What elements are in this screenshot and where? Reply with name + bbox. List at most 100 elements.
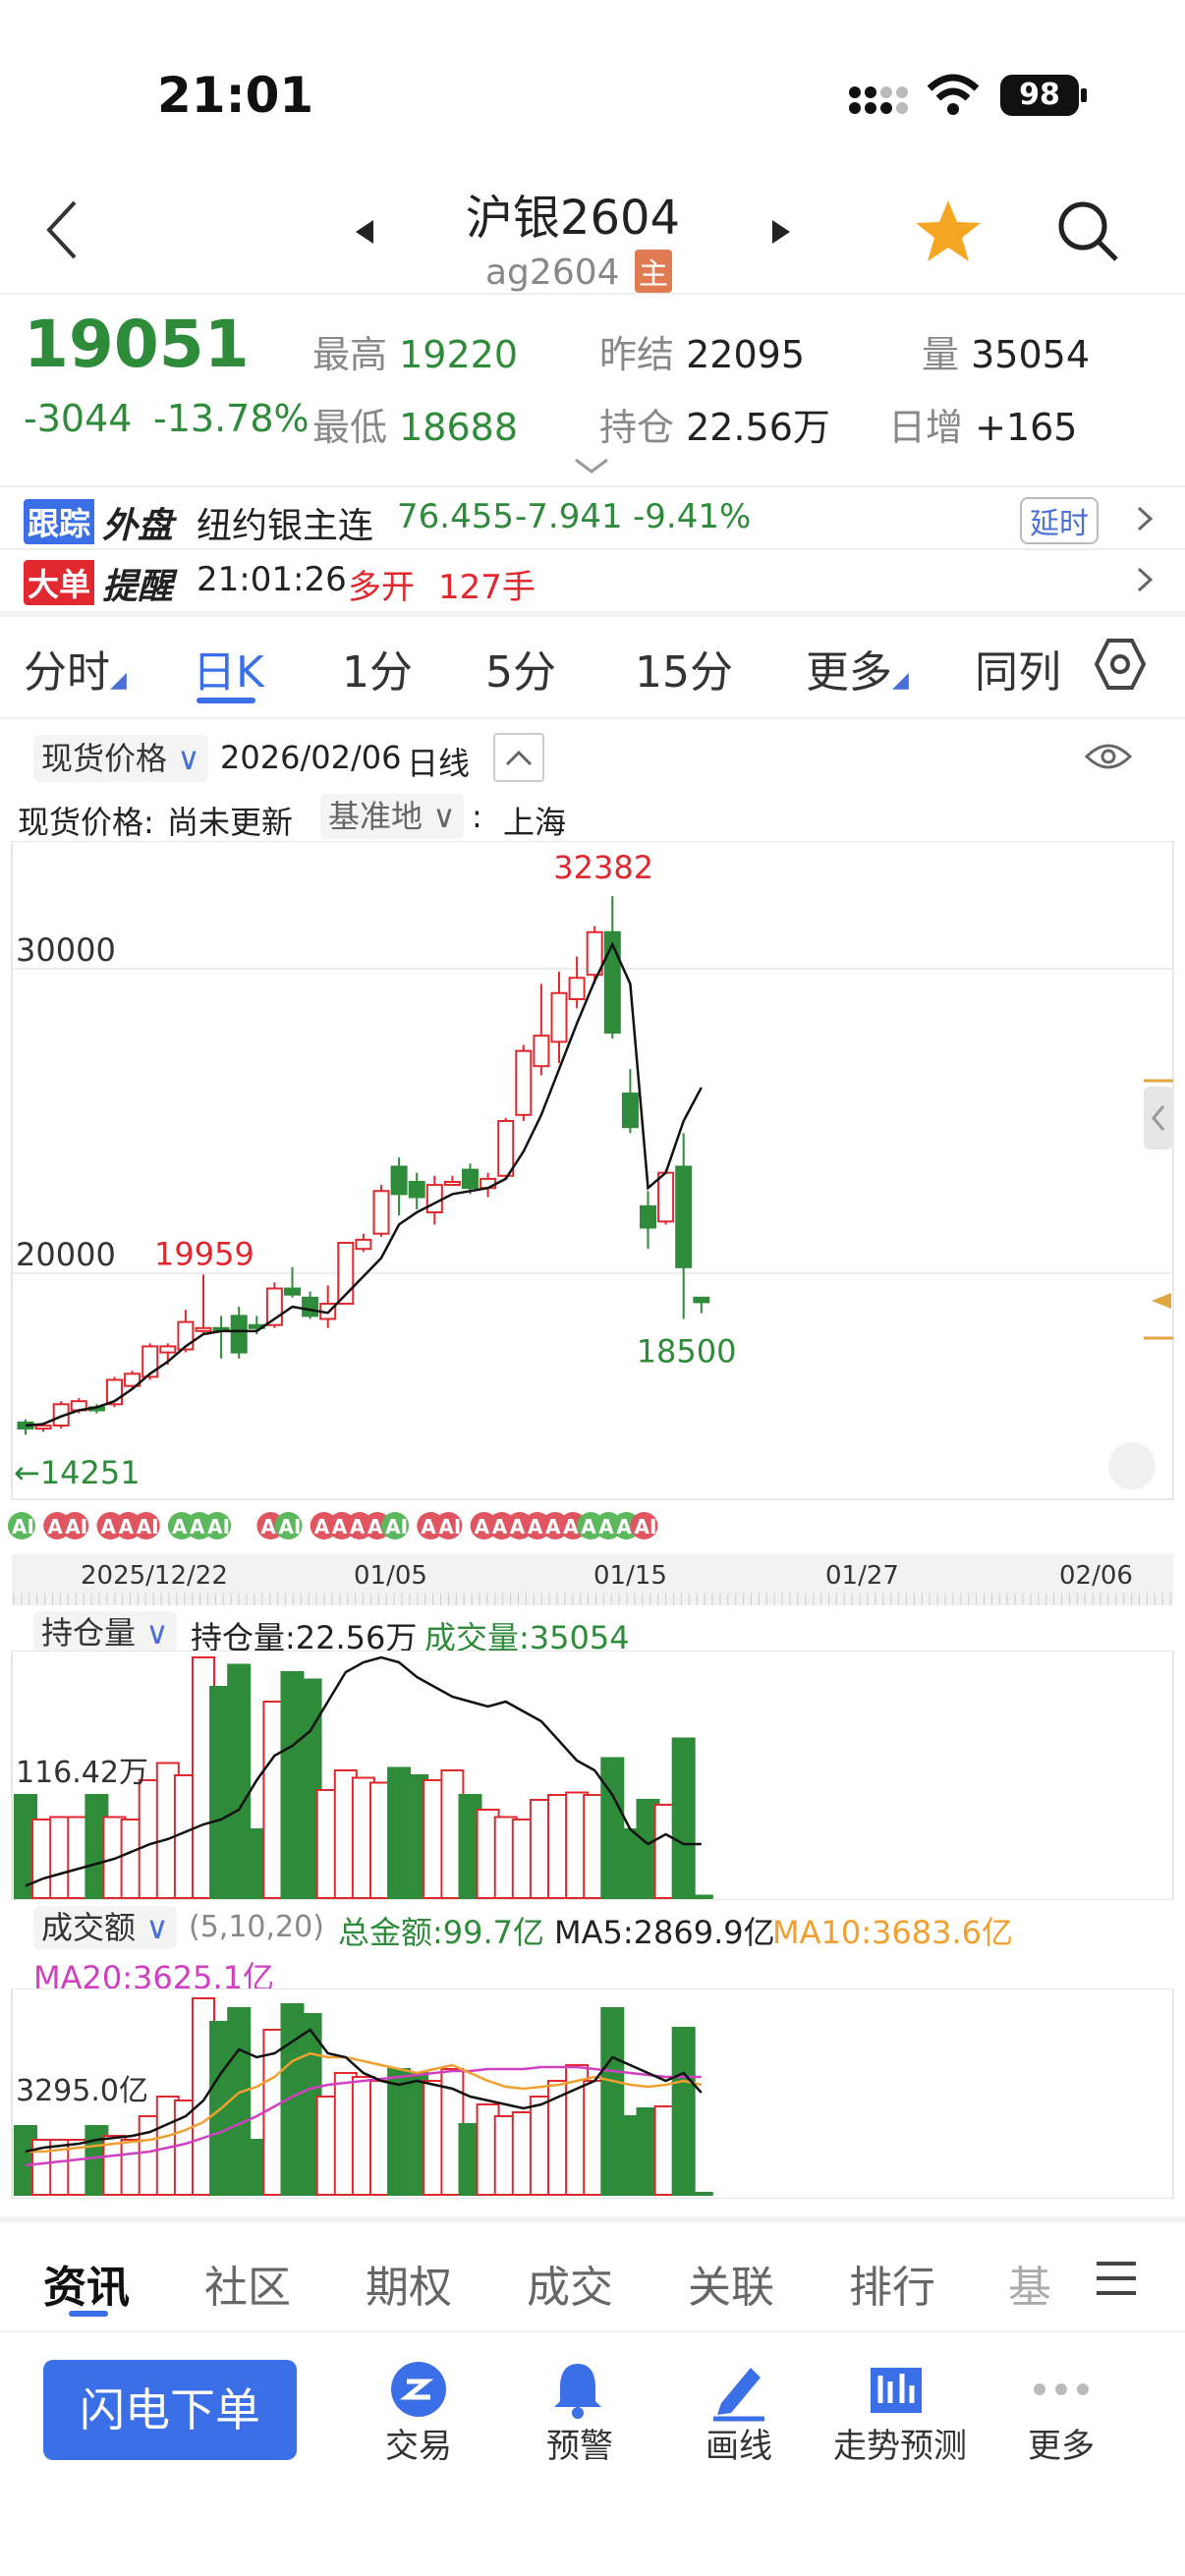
last-price: 19051	[24, 307, 250, 382]
toolbar-draw-label[interactable]: 画线	[705, 2427, 772, 2466]
oi-volume-chart[interactable]: 116.42万	[0, 1651, 1185, 1900]
ai-badge	[274, 1512, 303, 1540]
ai-badge-text: AI	[12, 1515, 34, 1539]
reminder-badge: 提醒	[102, 567, 174, 607]
tab-trades[interactable]: 成交	[527, 2263, 613, 2313]
status-bar: 21:01 98	[0, 0, 1185, 187]
search-icon[interactable]	[1055, 198, 1120, 263]
x-axis-band	[12, 1554, 1173, 1605]
low-stat: 最低 18688	[312, 406, 518, 449]
ai-badge-text: AI	[137, 1515, 159, 1539]
candle-body	[568, 977, 586, 1001]
x-tick-label: 02/06	[1059, 1561, 1133, 1591]
x-tick-label: 01/05	[354, 1561, 427, 1591]
tab-related[interactable]: 关联	[688, 2263, 774, 2313]
pen-icon[interactable]	[707, 2358, 776, 2427]
chart-date: 2026/02/06	[220, 739, 402, 776]
fullscreen-icon	[1108, 1442, 1156, 1489]
ai-badge	[132, 1512, 160, 1540]
foreign-badge: 外盘	[102, 506, 174, 546]
toolbar-alert-label[interactable]: 预警	[546, 2427, 613, 2466]
turnover-selector[interactable]: 成交额 ∨	[33, 1906, 177, 1949]
forecast-icon[interactable]	[865, 2358, 933, 2427]
trade-icon[interactable]	[387, 2358, 456, 2427]
price-marker	[1144, 1079, 1173, 1340]
ma-line	[25, 941, 703, 1428]
follow-price: 76.455	[397, 497, 514, 536]
tab-ranking[interactable]: 排行	[849, 2263, 935, 2313]
tab-timeshare[interactable]: 分时◢	[24, 647, 127, 698]
candle-body	[443, 1181, 461, 1186]
toolbar-forecast-label[interactable]: 走势预测	[833, 2427, 967, 2466]
chevron-left-icon	[1152, 1105, 1165, 1131]
spot-price-value: 尚未更新	[167, 804, 294, 841]
eye-icon[interactable]	[1085, 739, 1132, 774]
candle-body	[657, 1171, 675, 1223]
candle-body	[141, 1345, 159, 1378]
settings-hex-icon[interactable]	[1093, 637, 1148, 692]
start-low-label: ←14251	[14, 1454, 141, 1491]
tab-1min[interactable]: 1分	[342, 647, 413, 698]
tab-5min[interactable]: 5分	[485, 647, 556, 698]
bell-icon[interactable]	[546, 2358, 615, 2427]
y-tick-label: 30000	[16, 931, 116, 969]
star-icon[interactable]	[914, 198, 983, 263]
follow-badge: 跟踪	[24, 499, 95, 544]
toolbar-more-label[interactable]: 更多	[1028, 2427, 1095, 2466]
ai-badge-text: AI	[65, 1515, 87, 1539]
tab-news-indicator	[69, 2311, 108, 2317]
candle-body	[515, 1049, 533, 1116]
contract-code: ag2604 主	[485, 250, 672, 293]
alert-row[interactable]: 大单 提醒 21:01:26 多开 127手	[0, 550, 1185, 611]
toolbar-trade-label[interactable]: 交易	[385, 2427, 452, 2466]
candlestick-chart[interactable]: 30000 20000 32382 19959 18500 ←14251 AI AI AI AI A…	[0, 841, 1185, 1613]
tab-daily-k[interactable]: 日K	[193, 647, 264, 698]
volume-bar	[227, 1663, 252, 1899]
next-contract-icon[interactable]	[768, 218, 792, 246]
volume-bar	[689, 1894, 713, 1899]
x-tick-label: 01/27	[825, 1561, 899, 1591]
large-order-badge: 大单	[24, 560, 95, 605]
turnover-bar	[689, 2192, 713, 2196]
tab-options[interactable]: 期权	[366, 2263, 452, 2313]
tab-same-list[interactable]: 同列	[975, 647, 1061, 698]
oi-selector[interactable]: 持仓量 ∨	[33, 1611, 177, 1654]
candle-body	[195, 1326, 212, 1332]
follow-name: 纽约银主连	[197, 506, 374, 546]
candle-body	[693, 1296, 710, 1304]
tab-fundamental[interactable]: 基	[1008, 2263, 1051, 2313]
menu-icon[interactable]	[1095, 2260, 1138, 2297]
turnover-ma5: MA5:2869.9亿	[554, 1914, 775, 1951]
more-icon[interactable]	[1030, 2358, 1099, 2427]
price-type-selector[interactable]: 现货价格 ∨	[33, 735, 208, 782]
candle-body	[159, 1345, 177, 1354]
candle-body	[355, 1238, 372, 1251]
ai-badge-text: AI	[207, 1515, 230, 1539]
prev-contract-icon[interactable]	[354, 218, 377, 246]
turnover-bar	[600, 2007, 625, 2196]
back-icon[interactable]	[43, 198, 83, 261]
follow-row[interactable]: 跟踪 外盘 纽约银主连 76.455 -7.941 -9.41% 延时	[0, 489, 1185, 550]
tab-community[interactable]: 社区	[204, 2263, 291, 2313]
ai-badge-text: AI	[438, 1515, 461, 1539]
alert-qty: 127手	[438, 568, 536, 607]
tab-news[interactable]: 资讯	[43, 2263, 130, 2313]
ai-badge	[381, 1512, 410, 1540]
collapse-button[interactable]	[493, 733, 544, 782]
ai-badge	[8, 1512, 35, 1540]
expand-quote-icon[interactable]	[574, 458, 609, 474]
turnover-chart[interactable]: 3295.0亿	[0, 1988, 1185, 2199]
flash-order-button[interactable]: 闪电下单	[43, 2360, 297, 2460]
candle-body	[390, 1165, 408, 1196]
colon: :	[472, 798, 482, 835]
candle-body	[621, 1092, 639, 1129]
chart-period: 日线	[407, 745, 471, 782]
turnover-bar	[671, 2027, 696, 2196]
ai-badge-text: AI	[385, 1515, 408, 1539]
tab-15min[interactable]: 15分	[635, 647, 733, 698]
chevron-right-icon	[1137, 567, 1154, 592]
base-location-selector[interactable]: 基准地 ∨	[320, 794, 464, 839]
tab-more[interactable]: 更多◢	[806, 647, 909, 698]
candle-body	[284, 1287, 301, 1296]
ma10-line	[26, 2051, 703, 2154]
